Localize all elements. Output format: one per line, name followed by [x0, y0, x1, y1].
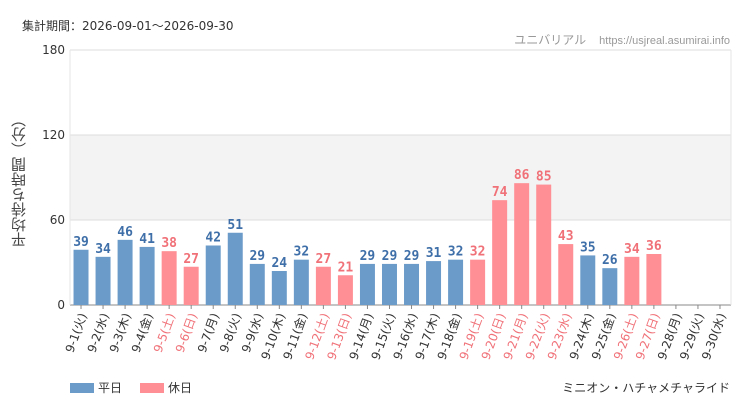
bar-9-3(木)[interactable] [117, 239, 133, 305]
bar-9-20(日)[interactable] [492, 200, 508, 305]
bar-9-14(月)[interactable] [359, 263, 375, 305]
bar-9-8(火)[interactable] [227, 232, 243, 305]
legend-weekday-label: 平日 [98, 381, 123, 395]
value-label-9-5(土): 38 [161, 236, 177, 251]
value-label-9-27(日): 36 [646, 239, 662, 254]
value-label-9-15(火): 29 [382, 249, 398, 264]
value-label-9-16(水): 29 [404, 249, 420, 264]
value-label-9-23(水): 43 [558, 229, 574, 244]
value-label-9-3(木): 46 [117, 225, 133, 240]
site-name[interactable]: ユニバリアル [514, 33, 587, 47]
value-label-9-4(金): 41 [139, 232, 155, 247]
bar-9-23(水)[interactable] [558, 244, 574, 305]
y-tick-60: 60 [50, 213, 65, 227]
value-label-9-14(月): 29 [360, 249, 376, 264]
value-label-9-17(木): 31 [426, 246, 442, 261]
legend-holiday-label: 休日 [168, 381, 193, 395]
y-tick-0: 0 [57, 298, 65, 312]
value-label-9-26(土): 34 [624, 242, 640, 257]
value-label-9-11(金): 32 [294, 245, 310, 260]
y-tick-120: 120 [42, 128, 65, 142]
bar-9-19(土)[interactable] [470, 259, 486, 305]
y-tick-180: 180 [42, 43, 65, 57]
value-label-9-7(月): 42 [205, 231, 221, 246]
bar-9-13(日)[interactable] [337, 275, 353, 305]
bar-9-9(水)[interactable] [249, 263, 265, 305]
value-label-9-22(火): 85 [536, 170, 552, 185]
value-label-9-12(土): 27 [316, 252, 332, 267]
value-label-9-2(水): 34 [95, 242, 111, 257]
site-url[interactable]: https://usjreal.asumirai.info [599, 35, 730, 47]
bar-9-15(火)[interactable] [381, 263, 397, 305]
bar-9-1(火)[interactable] [73, 249, 89, 305]
period-label: 集計期間：2026-09-01～2026-09-30 [22, 19, 234, 33]
legend-weekday-swatch [70, 382, 94, 393]
bar-9-11(金)[interactable] [293, 259, 309, 305]
bar-9-7(月)[interactable] [205, 245, 221, 306]
bar-9-10(木)[interactable] [271, 271, 287, 305]
bar-9-4(金)[interactable] [139, 246, 155, 305]
value-label-9-13(日): 21 [338, 260, 354, 275]
value-label-9-18(金): 32 [448, 245, 464, 260]
value-label-9-19(土): 32 [470, 245, 486, 260]
value-label-9-8(火): 51 [227, 218, 243, 233]
legend-holiday[interactable]: 休日 [140, 379, 192, 396]
value-label-9-21(月): 86 [514, 168, 530, 183]
bar-9-27(日)[interactable] [646, 254, 662, 305]
value-label-9-9(水): 29 [249, 249, 265, 264]
bar-9-16(水)[interactable] [404, 263, 420, 305]
value-label-9-20(日): 74 [492, 185, 508, 200]
bar-9-6(日)[interactable] [183, 266, 199, 305]
legend-weekday[interactable]: 平日 [70, 379, 122, 396]
site-credit: ユニバリアル https://usjreal.asumirai.info [514, 31, 730, 48]
bar-9-18(金)[interactable] [448, 259, 464, 305]
value-label-9-25(金): 26 [602, 253, 618, 268]
bar-9-25(金)[interactable] [602, 268, 618, 305]
value-label-9-6(日): 27 [183, 252, 199, 267]
bar-9-24(木)[interactable] [580, 255, 596, 305]
bar-9-17(木)[interactable] [426, 261, 442, 305]
bar-9-2(水)[interactable] [95, 256, 111, 305]
value-label-9-24(木): 35 [580, 240, 596, 255]
bar-9-12(土)[interactable] [315, 266, 331, 305]
bar-9-26(土)[interactable] [624, 256, 640, 305]
band-60-120 [70, 135, 731, 220]
legend: 平日 休日 [70, 379, 192, 396]
bar-9-22(火)[interactable] [536, 184, 552, 305]
value-label-9-1(火): 39 [73, 235, 89, 250]
value-label-9-10(木): 24 [271, 256, 287, 271]
bar-9-5(土)[interactable] [161, 251, 177, 305]
attraction-name: ミニオン・ハチャメチャライド [562, 381, 730, 395]
bar-9-21(月)[interactable] [514, 183, 530, 305]
legend-holiday-swatch [140, 382, 165, 393]
